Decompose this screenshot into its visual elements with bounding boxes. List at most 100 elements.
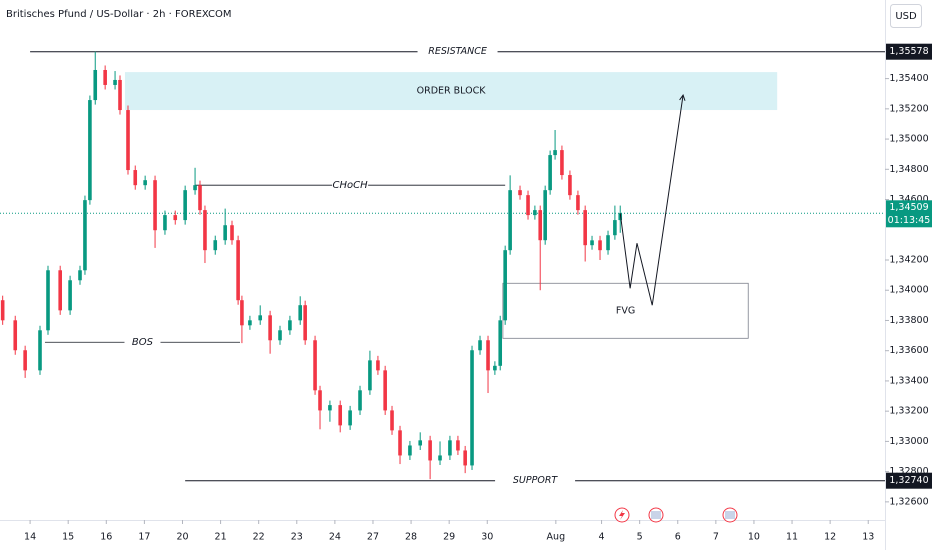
candle-body — [493, 365, 497, 371]
x-tick-label: 16 — [100, 532, 112, 543]
candle-body — [133, 170, 138, 186]
candle-body — [193, 185, 197, 191]
axis-price-label: 1,32740 — [889, 475, 928, 486]
currency-button[interactable] — [890, 4, 922, 28]
candle-body — [236, 240, 240, 301]
y-tick-label: 1,33200 — [889, 406, 928, 417]
y-tick-label: 1,34800 — [889, 164, 928, 175]
y-tick-label: 1,35000 — [889, 134, 928, 145]
x-tick-label: 23 — [291, 532, 303, 543]
candle-body — [348, 410, 352, 426]
candle-body — [390, 410, 394, 431]
candle-body — [533, 210, 537, 216]
candle-body — [568, 175, 572, 196]
candle-body — [258, 315, 263, 321]
level-label-bg — [417, 45, 498, 58]
candle-body — [576, 195, 580, 211]
candle-body — [598, 240, 602, 251]
candle-body — [376, 360, 380, 371]
axis-price-label: 1,35578 — [889, 46, 928, 57]
projection-path — [619, 95, 684, 306]
y-tick-label: 1,32600 — [889, 496, 928, 507]
candle-body — [183, 190, 187, 221]
y-tick-label: 1,34600 — [889, 194, 928, 205]
event-icon — [651, 511, 661, 519]
x-tick-label: 29 — [443, 532, 455, 543]
candle-body — [13, 320, 18, 351]
x-tick-label: 13 — [862, 532, 874, 543]
level-label: SUPPORT — [513, 475, 559, 486]
candle-body — [438, 455, 442, 461]
y-tick-label: 1,33000 — [889, 436, 928, 447]
candle-body — [126, 110, 130, 171]
candle-body — [303, 305, 307, 341]
x-tick-label: 27 — [367, 532, 379, 543]
candle-body — [463, 450, 467, 466]
candle-body — [613, 220, 617, 236]
y-tick-label: 1,33400 — [889, 375, 928, 386]
structure-label: BOS — [132, 337, 154, 348]
x-tick-label: 6 — [675, 532, 681, 543]
currency[interactable]: USD — [895, 11, 917, 22]
candle-body — [338, 405, 343, 426]
x-tick-label: 11 — [786, 532, 798, 543]
event-icons — [614, 507, 738, 523]
candle-body — [538, 210, 543, 241]
candle-body — [518, 190, 522, 196]
candle-body — [163, 215, 167, 231]
structure-label-bg — [124, 336, 161, 349]
candle-body — [68, 280, 72, 311]
candle-body — [268, 315, 272, 341]
last-price-label: 1,34509 — [889, 202, 928, 213]
x-tick-label: 17 — [138, 532, 150, 543]
candle-body — [88, 100, 92, 201]
x-tick-label: 4 — [599, 532, 605, 543]
x-tick-label: 15 — [62, 532, 74, 543]
x-tick-label: 22 — [253, 532, 265, 543]
x-tick-label: 10 — [748, 532, 760, 543]
x-tick-label: 28 — [405, 532, 417, 543]
candle-body — [553, 150, 557, 156]
candle-body — [278, 330, 282, 341]
countdown-label: 01:13:45 — [888, 215, 931, 226]
y-tick-label: 1,33600 — [889, 345, 928, 356]
x-tick-label: 5 — [637, 532, 643, 543]
y-tick-label: 1,35200 — [889, 103, 928, 114]
candle-body — [543, 190, 547, 241]
x-tick-label: 7 — [713, 532, 719, 543]
y-tick-label: 1,34200 — [889, 255, 928, 266]
candle-body — [23, 350, 27, 371]
chart-title: Britisches Pfund / US-Dollar · 2h · FORE… — [6, 9, 232, 20]
x-tick-label: 12 — [824, 532, 836, 543]
level-label-bg — [495, 474, 576, 487]
candle-body — [213, 240, 218, 251]
level-label: RESISTANCE — [428, 46, 487, 57]
structure-label: CHoCH — [333, 180, 369, 191]
event-icon — [725, 511, 735, 519]
candle-body — [456, 440, 460, 451]
candle-body — [240, 300, 244, 326]
candle-body — [498, 320, 503, 366]
candle-body — [58, 270, 62, 311]
candle-body — [508, 190, 512, 251]
candle-body — [113, 79, 117, 85]
candle-body — [448, 440, 452, 456]
candle-body — [583, 210, 587, 246]
x-tick-label: 30 — [481, 532, 493, 543]
candle-body — [230, 225, 234, 241]
last-price-box — [886, 200, 932, 228]
candle-body — [298, 305, 303, 321]
candle-body — [408, 445, 412, 456]
candle-body — [313, 340, 317, 391]
candle-body — [478, 340, 482, 351]
projection-arrowhead — [679, 93, 686, 101]
candle-body — [358, 390, 362, 411]
candle-body — [0, 300, 5, 321]
axis-price-box — [886, 472, 932, 489]
candle-body — [223, 225, 227, 241]
event-icon — [619, 510, 625, 520]
candle-body — [418, 440, 423, 446]
candle-body — [503, 250, 507, 321]
x-tick-label: Aug — [547, 532, 566, 543]
